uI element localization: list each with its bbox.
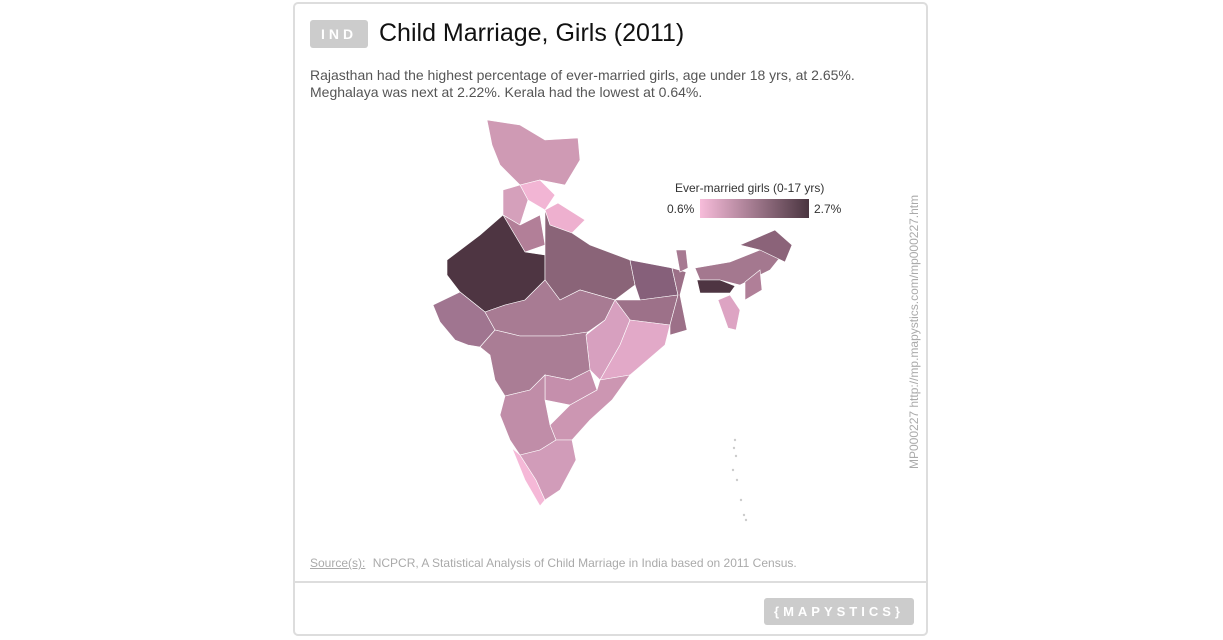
- source-label-link[interactable]: Source(s):: [310, 556, 366, 570]
- page-title: Child Marriage, Girls (2011): [379, 19, 685, 47]
- region-uttar-pradesh[interactable]: [544, 209, 636, 301]
- country-code-badge: IND: [310, 20, 368, 48]
- mapystics-logo[interactable]: {MAPYSTICS}: [764, 598, 914, 625]
- region-sikkim[interactable]: [675, 249, 689, 273]
- legend-max-label: 2.7%: [814, 202, 842, 216]
- region-islands: [734, 454, 738, 458]
- region-andhra-pradesh[interactable]: [549, 374, 631, 441]
- region-islands: [731, 468, 735, 472]
- legend-min-label: 0.6%: [667, 202, 695, 216]
- region-bihar[interactable]: [629, 259, 679, 301]
- region-islands: [733, 438, 737, 442]
- region-punjab[interactable]: [502, 184, 529, 226]
- region-islands: [742, 513, 746, 517]
- region-meghalaya[interactable]: [696, 279, 736, 294]
- region-west-bengal[interactable]: [669, 267, 688, 336]
- region-islands: [739, 498, 743, 502]
- region-arunachal-pradesh[interactable]: [739, 229, 793, 263]
- region-islands: [735, 478, 739, 482]
- region-nagaland-manipur[interactable]: [744, 269, 763, 301]
- map-description: Rajasthan had the highest percentage of …: [310, 67, 855, 100]
- legend-title: Ever-married girls (0-17 yrs): [675, 181, 825, 195]
- region-tripura-mizoram[interactable]: [717, 294, 741, 331]
- map-card: IND Child Marriage, Girls (2011) Rajasth…: [293, 2, 928, 636]
- region-islands: [732, 446, 736, 450]
- region-jammu-kashmir[interactable]: [486, 119, 581, 186]
- footer-divider: [295, 581, 926, 583]
- source-line: Source(s): NCPCR, A Statistical Analysis…: [310, 556, 797, 570]
- source-text: NCPCR, A Statistical Analysis of Child M…: [372, 556, 797, 570]
- region-tamil-nadu[interactable]: [519, 439, 577, 501]
- region-islands: [744, 518, 748, 522]
- legend-color-bar: [700, 199, 809, 218]
